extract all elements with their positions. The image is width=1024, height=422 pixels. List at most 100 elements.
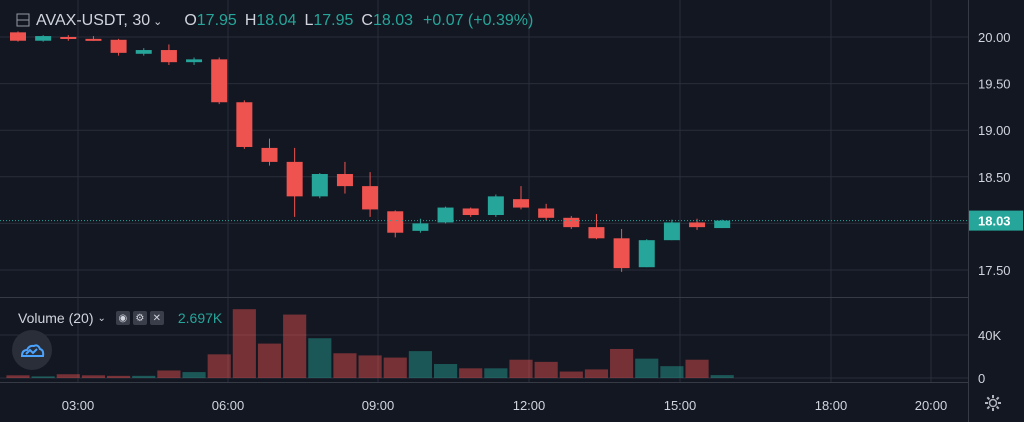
volume-label[interactable]: Volume (20) [18, 310, 94, 326]
volume-bar [358, 355, 382, 378]
volume-bar [207, 354, 231, 378]
time-axis-labels: 03:00 06:00 09:00 12:00 15:00 18:00 20:00 [62, 398, 948, 413]
price-candles [10, 31, 731, 272]
volume-bar [459, 368, 483, 378]
volume-value: 2.697K [177, 310, 223, 326]
last-price-label: 18.03 [969, 210, 1023, 231]
candle-body [613, 238, 630, 269]
price-tick-label: 19.00 [978, 123, 1011, 138]
price-tick-label: 19.50 [978, 77, 1011, 92]
close-icon[interactable]: ✕ [149, 311, 164, 325]
volume-axis-labels: 0 40K [978, 328, 1001, 386]
candle-body [236, 102, 253, 147]
candle-body [311, 174, 328, 197]
candle-body [261, 147, 278, 162]
time-tick-label: 06:00 [212, 398, 245, 413]
candle-body [135, 50, 152, 54]
high-value: 18.04 [256, 12, 297, 29]
volume-bar [333, 353, 357, 378]
price-tick-label: 20.00 [978, 30, 1011, 45]
volume-bar [383, 357, 407, 378]
eye-icon[interactable]: ◉ [115, 311, 130, 325]
last-price-badge [969, 210, 1023, 231]
volume-bar [685, 359, 709, 378]
volume-bar [232, 309, 256, 378]
candle-body [336, 174, 353, 187]
volume-bar [132, 375, 156, 378]
candle-body [437, 207, 454, 223]
hamburger-icon[interactable] [16, 13, 30, 30]
volume-bar [283, 314, 307, 378]
volume-bar [509, 359, 533, 378]
candle-body [10, 32, 26, 41]
symbol-title[interactable]: AVAX-USDT, 30 [36, 12, 151, 29]
volume-bar [157, 370, 181, 378]
volume-tick-label: 40K [978, 328, 1001, 343]
candle-body [211, 59, 228, 103]
time-tick-label: 09:00 [362, 398, 395, 413]
candle-body [689, 222, 706, 228]
candle-body [286, 161, 303, 197]
close-label: C [361, 12, 373, 29]
candle-body [387, 211, 404, 233]
last-price-text: 18.03 [978, 214, 1011, 229]
time-tick-label: 20:00 [915, 398, 948, 413]
candle-body [513, 199, 529, 208]
candle-body [714, 220, 731, 229]
open-value: 17.95 [196, 12, 237, 29]
candle-body [160, 50, 177, 63]
time-tick-label: 12:00 [513, 398, 546, 413]
price-tick-label: 18.50 [978, 170, 1011, 185]
volume-bar [660, 366, 684, 378]
volume-bars [6, 309, 734, 378]
volume-bar [635, 358, 659, 378]
candle-body [563, 217, 580, 228]
change-value: +0.07 (+0.39%) [423, 12, 534, 29]
candle-body [663, 222, 680, 241]
volume-bar [182, 372, 206, 378]
chevron-down-icon[interactable]: ⌄ [153, 15, 163, 28]
logo-icon[interactable] [12, 330, 52, 370]
high-label: H [244, 12, 257, 29]
close-value: 18.03 [372, 12, 413, 29]
volume-bar [433, 364, 458, 378]
candle-body [110, 39, 127, 53]
volume-bar [257, 343, 282, 378]
low-value: 17.95 [313, 12, 354, 29]
candle-body [85, 38, 102, 41]
symbol-legend: AVAX-USDT, 30 ⌄ O 17.95 H 18.04 L 17.95 C 18… [16, 12, 533, 30]
time-tick-label: 03:00 [62, 398, 95, 413]
volume-legend: Volume (20) ⌄ ◉ ⚙ ✕ 2.697K [18, 310, 222, 326]
volume-bar [710, 375, 734, 378]
open-label: O [184, 12, 197, 29]
volume-bar [81, 375, 106, 378]
candle-body [362, 186, 379, 210]
volume-tick-label: 0 [978, 371, 985, 386]
candle-body [412, 223, 429, 231]
candle-body [462, 208, 479, 216]
candle-body [538, 208, 555, 218]
settings-gear-icon[interactable] [982, 392, 1004, 414]
volume-bar [31, 376, 55, 378]
volume-bar [6, 375, 30, 378]
price-tick-label: 17.50 [978, 263, 1011, 278]
candle-body [35, 36, 52, 41]
chevron-down-icon[interactable]: ⌄ [97, 312, 106, 324]
low-label: L [304, 12, 314, 29]
candle-body [588, 227, 605, 239]
volume-bar [559, 371, 583, 378]
volume-bar [610, 348, 634, 378]
volume-bar [107, 375, 131, 378]
volume-bar [484, 368, 508, 378]
volume-bar [408, 351, 432, 378]
gear-icon[interactable]: ⚙ [132, 311, 147, 325]
volume-bar [534, 361, 558, 378]
time-tick-label: 18:00 [815, 398, 848, 413]
axes [0, 0, 969, 422]
chart-grid [0, 0, 968, 382]
volume-bar [308, 338, 332, 378]
candle-body [186, 59, 203, 63]
candle-body [60, 37, 77, 39]
